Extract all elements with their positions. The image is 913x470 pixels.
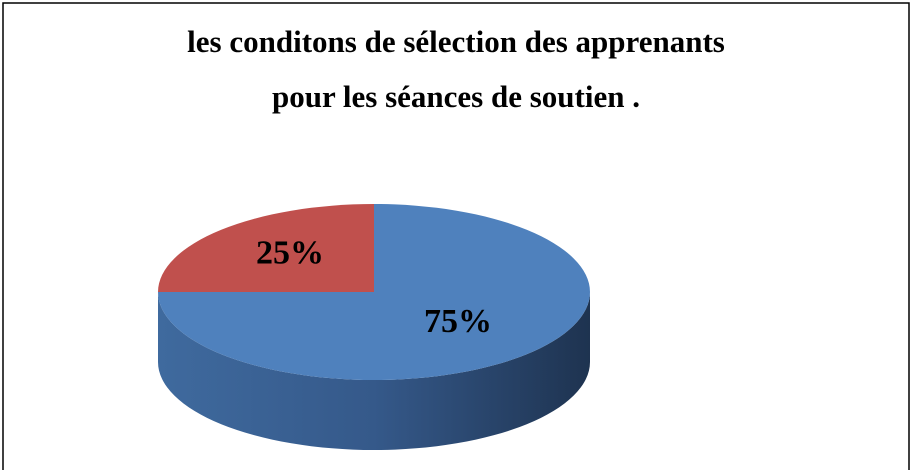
chart-title: pour les séances de soutien . bbox=[272, 79, 640, 114]
pie-side bbox=[158, 292, 590, 450]
data-label: 75% bbox=[424, 303, 492, 340]
data-label: 25% bbox=[256, 235, 324, 272]
pie-slice bbox=[158, 204, 374, 292]
chart-title: les conditons de sélection des apprenant… bbox=[187, 24, 725, 59]
